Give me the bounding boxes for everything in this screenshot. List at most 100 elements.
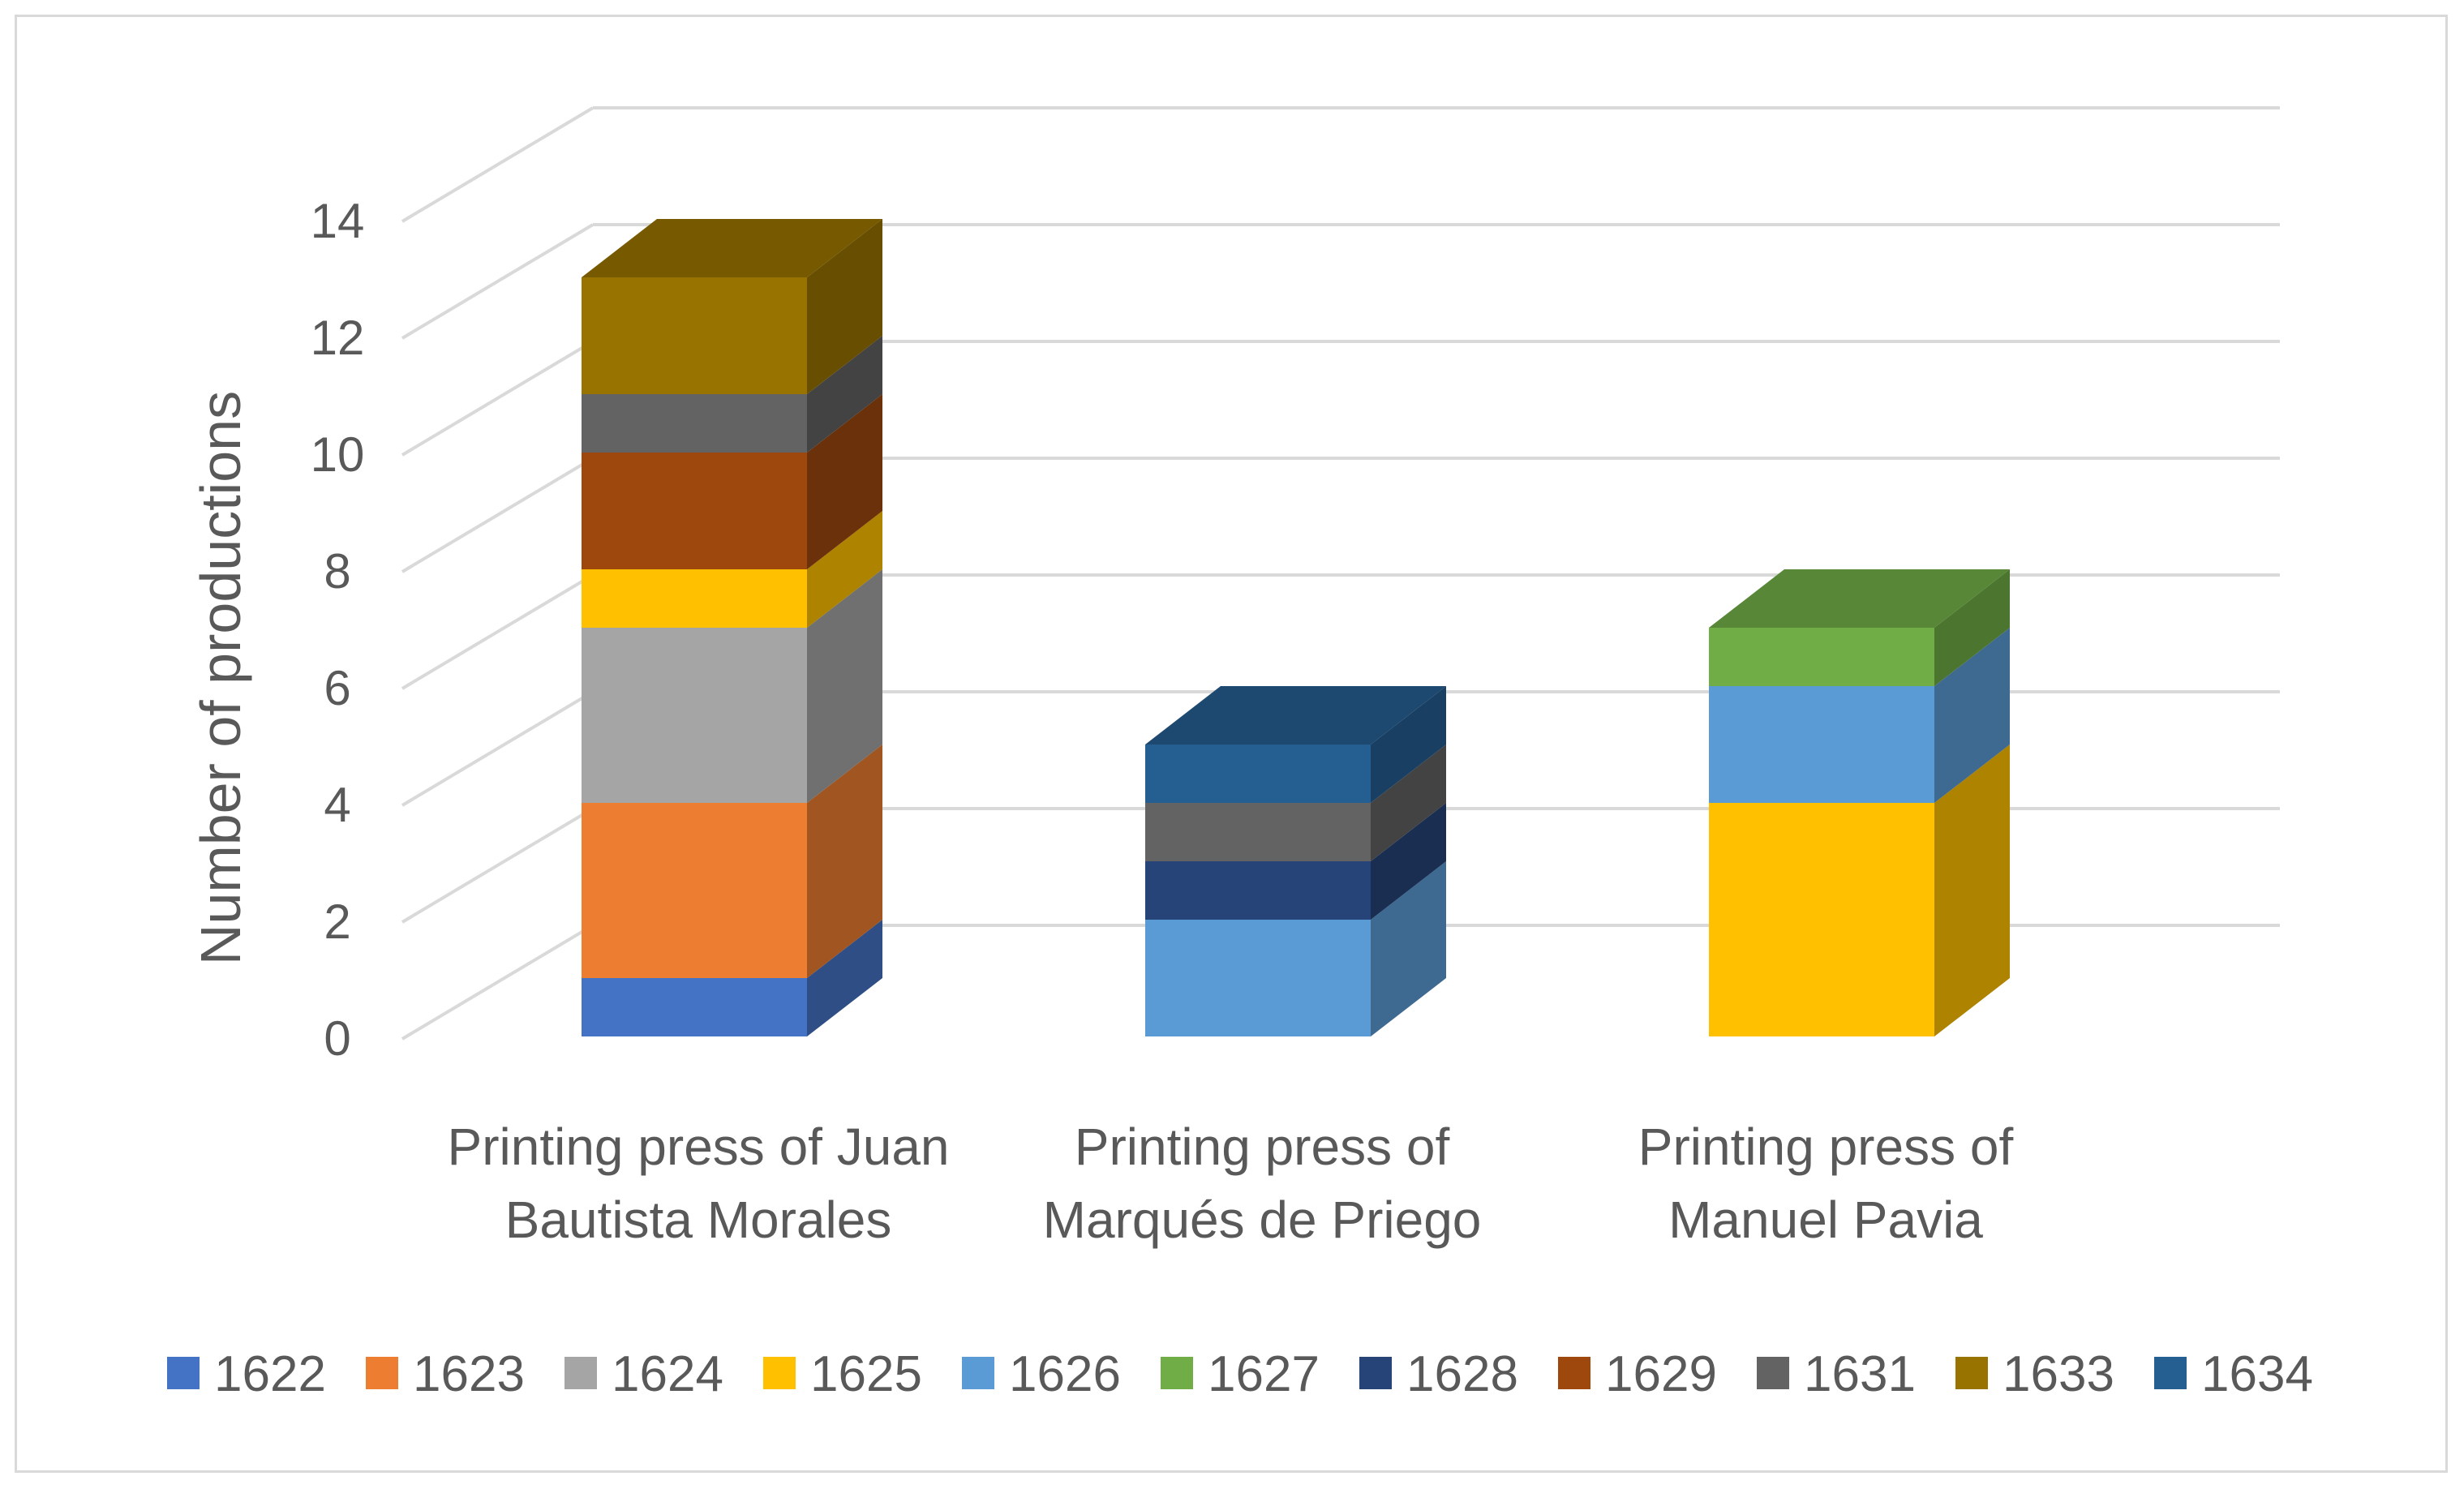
bar-segment-1627 — [1709, 569, 2010, 686]
bar-top — [1145, 686, 1446, 744]
legend-swatch — [1558, 1357, 1590, 1389]
bar-side — [807, 569, 882, 803]
gridline-side — [401, 924, 595, 1041]
bar-front — [1709, 628, 1934, 686]
bar-front — [582, 569, 807, 628]
legend-item: 1628 — [1359, 1346, 1518, 1402]
legend-item: 1634 — [2154, 1346, 2313, 1402]
y-tick-label: 10 — [311, 427, 365, 482]
legend-swatch — [564, 1357, 597, 1389]
legend-item: 1623 — [366, 1346, 525, 1402]
y-tick-label: 12 — [311, 311, 365, 365]
bar-segment-1626 — [1145, 861, 1446, 1036]
bar-front — [582, 277, 807, 394]
legend-swatch — [1161, 1357, 1193, 1389]
bar-side — [807, 511, 882, 628]
bars — [582, 219, 2010, 1036]
bar-segment-1624 — [582, 569, 882, 803]
bar-segment-1628 — [1145, 803, 1446, 920]
gridline-side — [401, 573, 595, 690]
legend-label: 1626 — [1009, 1346, 1121, 1402]
bar-segment-1622 — [582, 920, 882, 1036]
legend-label: 1627 — [1208, 1346, 1320, 1402]
legend-swatch — [1955, 1357, 1988, 1389]
y-tick-label: 4 — [324, 778, 350, 832]
y-axis-title: Number of productions — [189, 391, 252, 965]
bar-side — [1371, 686, 1446, 803]
legend-swatch — [962, 1357, 994, 1389]
bar-segment-1633 — [582, 219, 882, 394]
bar-top — [582, 219, 882, 277]
y-tick-label: 8 — [324, 544, 350, 599]
category-label: Printing press of — [1075, 1118, 1450, 1176]
bar-side — [807, 920, 882, 1036]
bar-segment-1631 — [582, 336, 882, 453]
bar-front — [582, 803, 807, 978]
legend-label: 1625 — [810, 1346, 922, 1402]
legend-label: 1629 — [1605, 1346, 1717, 1402]
y-axis-ticks: 0 2 4 6 8 10 12 14 — [311, 194, 365, 1066]
bar-segment-1625 — [582, 511, 882, 628]
bar-front — [582, 628, 807, 803]
legend-item: 1627 — [1161, 1346, 1320, 1402]
bar-front — [1145, 803, 1371, 861]
legend-swatch — [1757, 1357, 1789, 1389]
bar-side — [1371, 803, 1446, 920]
legend-label: 1634 — [2201, 1346, 2313, 1402]
legend-label: 1631 — [1804, 1346, 1916, 1402]
bar-segment-1631 — [1145, 744, 1446, 861]
legend-label: 1622 — [214, 1346, 326, 1402]
chart-frame: 0 2 4 6 8 10 12 14 Printing press of Juan Bautis… — [15, 15, 2448, 1473]
legend-swatch — [167, 1357, 200, 1389]
legend-item: 1625 — [763, 1346, 922, 1402]
legend-label: 1624 — [612, 1346, 723, 1402]
gridline-side — [401, 106, 595, 223]
bar-front — [1145, 861, 1371, 920]
legend-swatch — [763, 1357, 796, 1389]
bar-front — [1709, 686, 1934, 803]
bar-front — [582, 453, 807, 569]
legend-item: 1629 — [1558, 1346, 1717, 1402]
legend-swatch — [2154, 1357, 2187, 1389]
category-label: Manuel Pavia — [1668, 1191, 1983, 1249]
bar-segment-1629 — [582, 394, 882, 569]
legend-swatch — [1359, 1357, 1392, 1389]
legend-swatch — [366, 1357, 398, 1389]
legend-label: 1633 — [2003, 1346, 2114, 1402]
bar-front — [1145, 920, 1371, 1036]
category-label: Bautista Morales — [505, 1191, 892, 1249]
bar-top — [1709, 569, 2010, 628]
y-tick-label: 6 — [324, 661, 350, 715]
bar-front — [582, 978, 807, 1036]
bar-side — [1934, 744, 2010, 1036]
category-label: Marqués de Priego — [1043, 1191, 1482, 1249]
legend-label: 1628 — [1406, 1346, 1518, 1402]
bar-segment-1634 — [1145, 686, 1446, 803]
legend-item: 1633 — [1955, 1346, 2114, 1402]
gridline-side — [401, 223, 595, 340]
legend-item: 1626 — [962, 1346, 1121, 1402]
bar-side — [807, 336, 882, 453]
x-axis-categories: Printing press of Juan Bautista Morales Pr… — [448, 1118, 2014, 1249]
category-label: Printing press of — [1638, 1118, 2014, 1176]
legend-item: 1624 — [564, 1346, 723, 1402]
y-tick-label: 2 — [324, 895, 350, 949]
category-label: Printing press of Juan — [448, 1118, 950, 1176]
y-tick-label: 14 — [311, 194, 365, 248]
gridline-side — [401, 340, 595, 457]
bar-front — [1709, 803, 1934, 1036]
legend-label: 1623 — [413, 1346, 525, 1402]
bar-side — [1371, 744, 1446, 861]
gridline-side — [401, 457, 595, 573]
chart-canvas: 0 2 4 6 8 10 12 14 Printing press of Juan Bautis… — [167, 106, 2313, 1402]
bar-segment-1623 — [582, 744, 882, 978]
bar-front — [582, 394, 807, 453]
gridline-side — [401, 807, 595, 924]
legend-item: 1622 — [167, 1346, 326, 1402]
bar-side — [807, 744, 882, 978]
bar-segment-1625 — [1709, 744, 2010, 1036]
gridline-side — [401, 690, 595, 807]
bar-side — [1934, 569, 2010, 686]
legend: 1622 1623 1624 1625 1626 1627 1628 1629 1631 1633… — [167, 1346, 2313, 1402]
legend-item: 1631 — [1757, 1346, 1916, 1402]
